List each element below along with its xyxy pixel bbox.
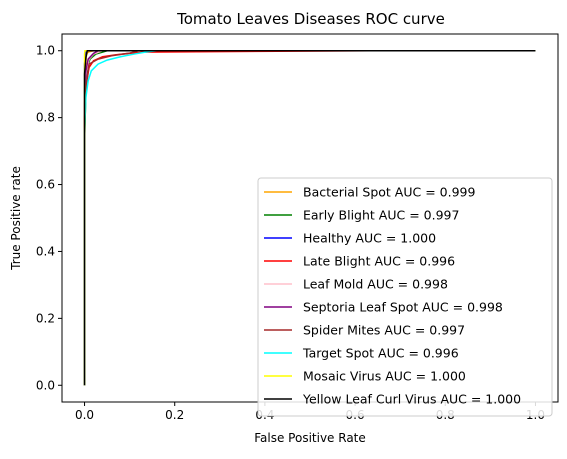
legend-label: Septoria Leaf Spot AUC = 0.998 — [303, 300, 503, 315]
legend: Bacterial Spot AUC = 0.999 Early Blight A… — [257, 177, 553, 417]
x-axis-label: False Positive Rate — [254, 431, 366, 445]
x-tick-label: 0.0 — [75, 408, 94, 422]
legend-label: Healthy AUC = 1.000 — [303, 231, 436, 246]
legend-item: Early Blight AUC = 0.997 — [264, 208, 459, 223]
legend-item: Spider Mites AUC = 0.997 — [264, 323, 465, 338]
y-tick-label: 0.2 — [36, 311, 55, 325]
chart-title: Tomato Leaves Diseases ROC curve — [176, 10, 445, 28]
legend-label: Mosaic Virus AUC = 1.000 — [303, 369, 466, 384]
y-axis-label: True Positive rate — [9, 166, 23, 271]
legend-item: Leaf Mold AUC = 0.998 — [264, 277, 448, 292]
y-tick-label: 0.6 — [36, 178, 55, 192]
series-layer — [83, 49, 536, 386]
legend-item: Mosaic Virus AUC = 1.000 — [264, 369, 466, 384]
legend-label: Late Blight AUC = 0.996 — [303, 254, 455, 269]
y-tick-label: 0.4 — [36, 244, 55, 258]
legend-item: Late Blight AUC = 0.996 — [264, 254, 455, 269]
legend-label: Target Spot AUC = 0.996 — [302, 346, 459, 361]
legend-label: Leaf Mold AUC = 0.998 — [303, 277, 448, 292]
legend-item: Healthy AUC = 1.000 — [264, 231, 436, 246]
legend-item: Bacterial Spot AUC = 0.999 — [264, 185, 475, 200]
y-tick-label: 1.0 — [36, 44, 55, 58]
y-tick-label: 0.8 — [36, 111, 55, 125]
legend-label: Bacterial Spot AUC = 0.999 — [303, 185, 475, 200]
roc-curve-line — [83, 49, 536, 386]
legend-item: Target Spot AUC = 0.996 — [264, 346, 459, 361]
y-tick-label: 0.0 — [36, 378, 55, 392]
legend-label: Yellow Leaf Curl Virus AUC = 1.000 — [302, 392, 521, 407]
legend-label: Early Blight AUC = 0.997 — [303, 208, 459, 223]
legend-label: Spider Mites AUC = 0.997 — [303, 323, 465, 338]
x-tick-label: 0.2 — [165, 408, 184, 422]
roc-curve-line — [83, 49, 536, 386]
legend-item: Yellow Leaf Curl Virus AUC = 1.000 — [264, 392, 521, 407]
legend-box — [257, 177, 553, 417]
legend-item: Septoria Leaf Spot AUC = 0.998 — [264, 300, 503, 315]
